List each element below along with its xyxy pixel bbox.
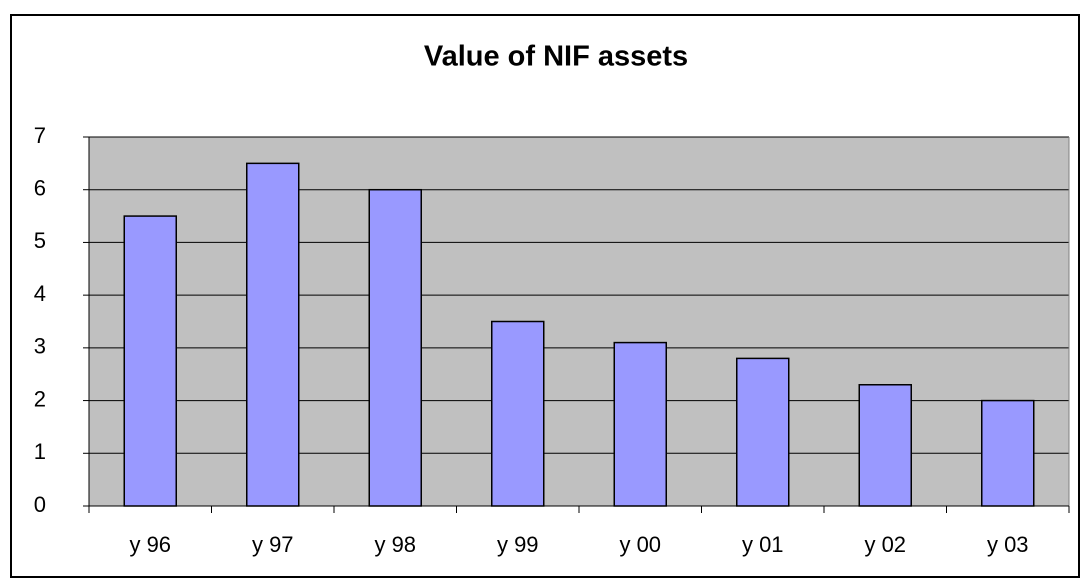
x-tick-label: y 98 (374, 532, 416, 557)
x-tick-label: y 99 (497, 532, 539, 557)
bar (123, 215, 177, 507)
y-tick-label: 7 (34, 123, 46, 148)
x-tick-label: y 03 (987, 532, 1029, 557)
bar (246, 162, 300, 507)
y-tick-label: 0 (34, 492, 46, 517)
chart-title: Value of NIF assets (424, 41, 688, 73)
y-tick-label: 5 (34, 228, 46, 253)
y-tick-label: 4 (34, 281, 46, 306)
y-tick-label: 1 (34, 439, 46, 464)
bar (858, 384, 912, 507)
bar (981, 399, 1035, 507)
x-tick-label: y 02 (864, 532, 906, 557)
plot-area (89, 137, 1069, 506)
bar (736, 357, 790, 507)
bar (368, 188, 422, 507)
x-tick-label: y 96 (129, 532, 171, 557)
x-tick-label: y 97 (252, 532, 294, 557)
y-tick-label: 3 (34, 334, 46, 359)
bar (613, 341, 667, 507)
x-tick-label: y 00 (619, 532, 661, 557)
x-tick-label: y 01 (742, 532, 784, 557)
y-tick-label: 2 (34, 386, 46, 411)
y-tick-label: 6 (34, 176, 46, 201)
bar (491, 320, 545, 507)
